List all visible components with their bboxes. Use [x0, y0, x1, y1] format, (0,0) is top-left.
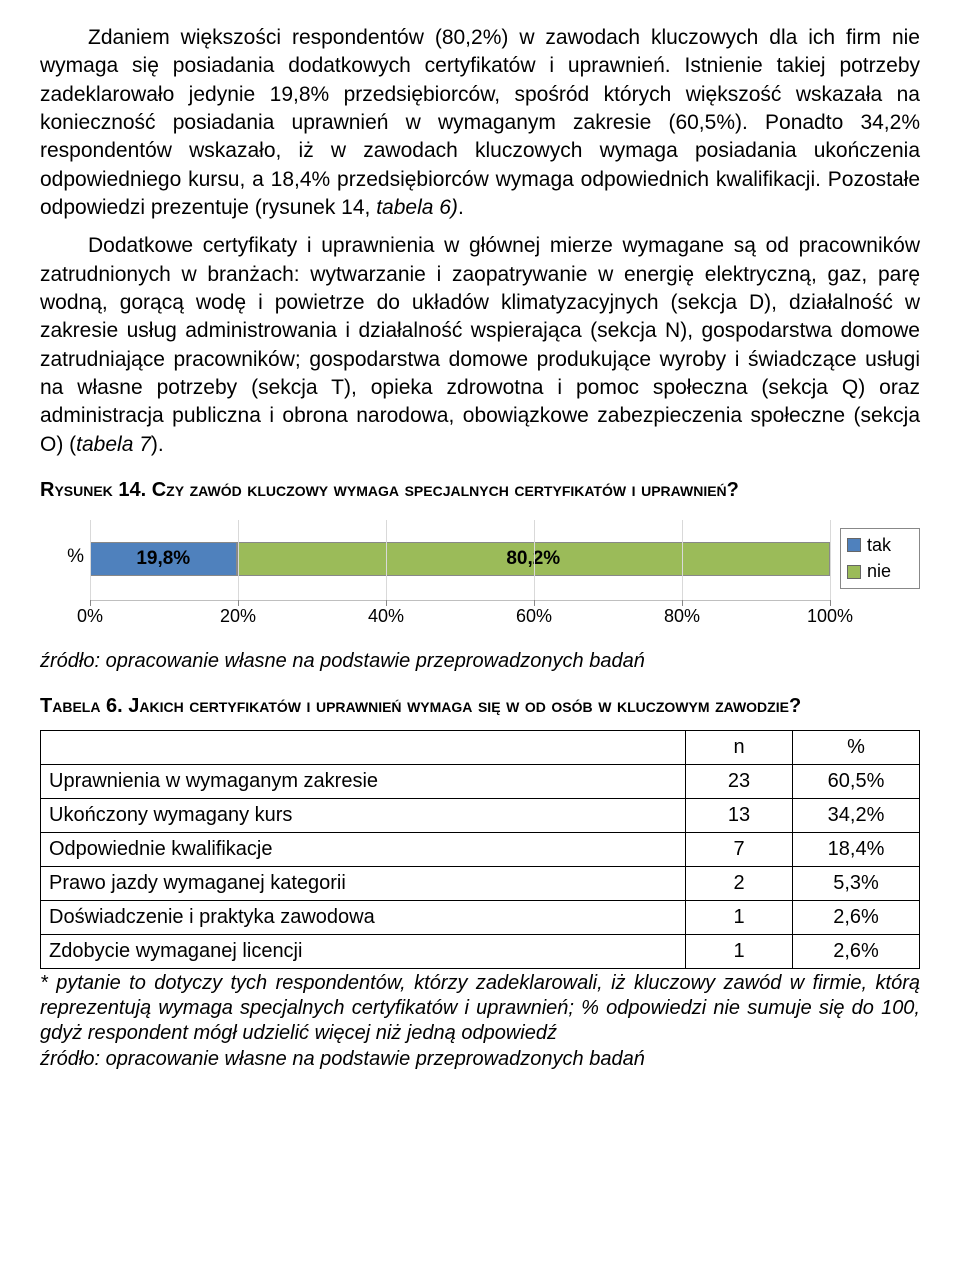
- chart-x-tick-label: 100%: [807, 604, 853, 628]
- chart-y-category: %: [40, 544, 84, 570]
- table-cell: 1: [686, 935, 793, 969]
- table-cell: Doświadczenie i praktyka zawodowa: [41, 901, 686, 935]
- chart-gridline: [386, 520, 387, 600]
- legend-item: nie: [847, 559, 913, 583]
- table-header-cell: [41, 731, 686, 765]
- legend-item: tak: [847, 533, 913, 557]
- chart-x-tick-label: 60%: [516, 604, 552, 628]
- chart-x-labels: 0%20%40%60%80%100%: [90, 604, 830, 628]
- table-cell: 5,3%: [793, 867, 920, 901]
- body-paragraph-1: Zdaniem większości respondentów (80,2%) …: [40, 24, 920, 222]
- chart-plot-area: 19,8%80,2%: [90, 520, 830, 601]
- table-cell: 23: [686, 765, 793, 799]
- body-paragraph-2: Dodatkowe certyfikaty i uprawnienia w gł…: [40, 232, 920, 459]
- table-cell: 13: [686, 799, 793, 833]
- table-cell: 2,6%: [793, 935, 920, 969]
- table-header-cell: %: [793, 731, 920, 765]
- table-cell: 1: [686, 901, 793, 935]
- figure14-chart: % 19,8%80,2% 0% 20% 40% 60% 80% 100% taknie: [40, 514, 920, 644]
- table6-title: Tabela 6. Jakich certyfikatów i uprawnie…: [40, 693, 920, 720]
- legend-swatch: [847, 538, 861, 552]
- table-row: Zdobycie wymaganej licencji12,6%: [41, 935, 920, 969]
- legend-label: nie: [867, 559, 891, 583]
- table6-footnote: * pytanie to dotyczy tych respondentów, …: [40, 971, 920, 1046]
- table-header-row: n%: [41, 731, 920, 765]
- table6-head: n%: [41, 731, 920, 765]
- chart-bar-segment: 19,8%: [90, 542, 237, 576]
- chart-gridline: [238, 520, 239, 600]
- figure14-title: Rysunek 14. Czy zawód kluczowy wymaga sp…: [40, 477, 920, 504]
- chart-x-tick-label: 40%: [368, 604, 404, 628]
- chart-gridline: [682, 520, 683, 600]
- chart-x-tick-label: 0%: [77, 604, 103, 628]
- table-cell: Prawo jazdy wymaganej kategorii: [41, 867, 686, 901]
- table-cell: Ukończony wymagany kurs: [41, 799, 686, 833]
- table-cell: Zdobycie wymaganej licencji: [41, 935, 686, 969]
- legend-label: tak: [867, 533, 891, 557]
- chart-legend: taknie: [840, 528, 920, 589]
- table-cell: 60,5%: [793, 765, 920, 799]
- table6-source: źródło: opracowanie własne na podstawie …: [40, 1046, 920, 1073]
- legend-swatch: [847, 565, 861, 579]
- table-row: Uprawnienia w wymaganym zakresie2360,5%: [41, 765, 920, 799]
- chart-x-tick-label: 20%: [220, 604, 256, 628]
- table-cell: 34,2%: [793, 799, 920, 833]
- chart-bar-row: 19,8%80,2%: [90, 542, 830, 576]
- table-row: Doświadczenie i praktyka zawodowa12,6%: [41, 901, 920, 935]
- table-cell: Uprawnienia w wymaganym zakresie: [41, 765, 686, 799]
- table6-body: Uprawnienia w wymaganym zakresie2360,5%U…: [41, 765, 920, 969]
- table-row: Odpowiednie kwalifikacje718,4%: [41, 833, 920, 867]
- table-header-cell: n: [686, 731, 793, 765]
- table-cell: 7: [686, 833, 793, 867]
- table-row: Ukończony wymagany kurs1334,2%: [41, 799, 920, 833]
- chart-gridline: [830, 520, 831, 600]
- table-row: Prawo jazdy wymaganej kategorii25,3%: [41, 867, 920, 901]
- table-cell: 2: [686, 867, 793, 901]
- table-cell: 18,4%: [793, 833, 920, 867]
- table-cell: 2,6%: [793, 901, 920, 935]
- chart-gridline: [534, 520, 535, 600]
- table6: n% Uprawnienia w wymaganym zakresie2360,…: [40, 730, 920, 969]
- chart-x-tick-label: 80%: [664, 604, 700, 628]
- table-cell: Odpowiednie kwalifikacje: [41, 833, 686, 867]
- chart-gridline: [90, 520, 91, 600]
- figure14-source: źródło: opracowanie własne na podstawie …: [40, 648, 920, 675]
